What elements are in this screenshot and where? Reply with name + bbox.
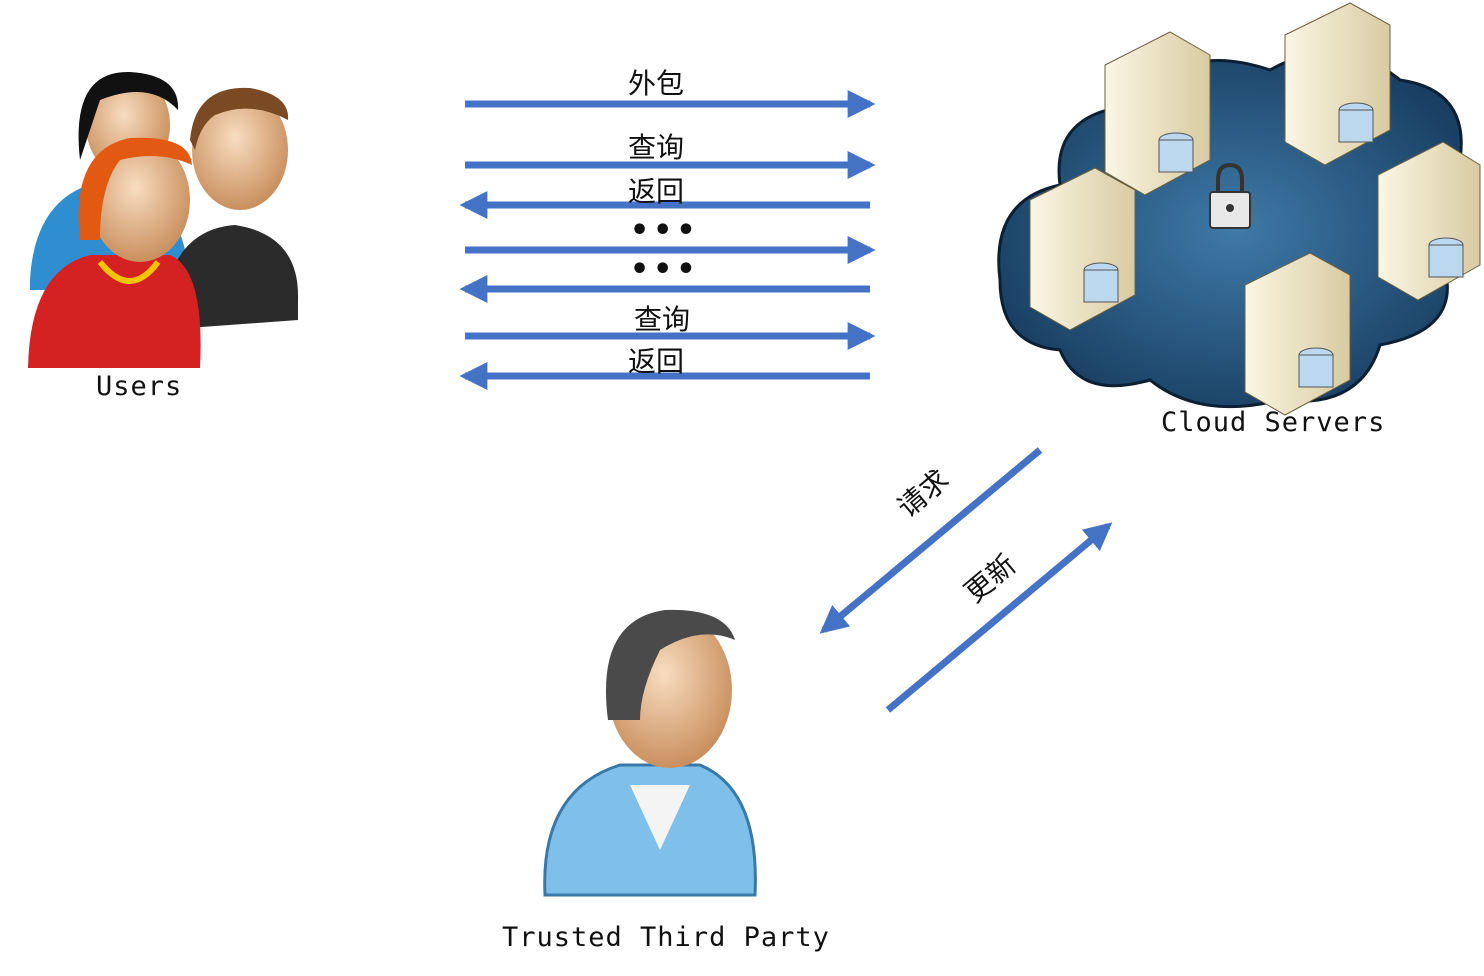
- trusted-third-party-icon: [543, 609, 757, 897]
- ttp-arrow-2: [885, 522, 1113, 713]
- ttp-arrows: [819, 447, 1113, 713]
- cloud-servers-label: Cloud Servers: [1161, 407, 1386, 438]
- message-label-2: 查询: [628, 131, 685, 164]
- users-icon: [28, 71, 299, 368]
- message-label-5: •••: [630, 252, 700, 287]
- message-arrows: [459, 90, 876, 390]
- message-label-7: 返回: [628, 345, 685, 378]
- cloud-servers-icon: [997, 2, 1481, 416]
- message-label-6: 查询: [634, 303, 691, 336]
- message-label-1: 外包: [628, 67, 685, 100]
- server-icon: [1377, 141, 1481, 301]
- server-icon: [1284, 2, 1391, 166]
- server-icon: [1104, 31, 1211, 196]
- message-label-3: 返回: [628, 175, 685, 208]
- lock-icon: [1209, 162, 1251, 229]
- server-icon: [1029, 167, 1136, 331]
- ttp-arrow-1: [819, 447, 1043, 634]
- server-icon: [1244, 252, 1351, 416]
- users-label: Users: [96, 371, 183, 402]
- message-label-4: •••: [630, 213, 700, 248]
- ttp-label: Trusted Third Party: [502, 922, 830, 953]
